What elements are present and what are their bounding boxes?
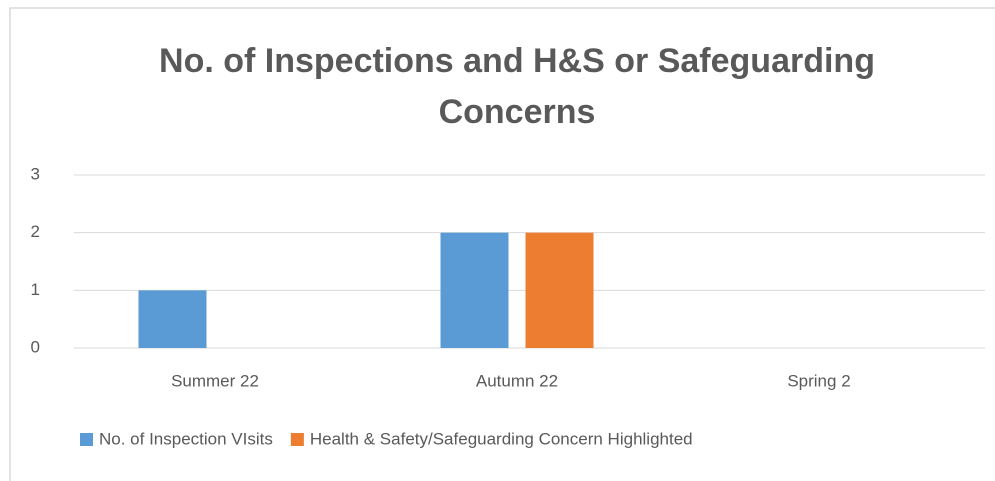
x-tick-label: Spring 2 <box>787 371 850 390</box>
chart-border <box>9 7 995 481</box>
x-tick-label: Summer 22 <box>171 371 259 390</box>
bar <box>525 232 594 348</box>
x-tick-label: Autumn 22 <box>476 371 558 390</box>
y-tick-label: 0 <box>31 337 40 356</box>
chart-title: No. of Inspections and H&S or Safeguardi… <box>159 42 875 131</box>
y-tick-label: 3 <box>31 164 40 183</box>
legend-swatch <box>80 433 93 446</box>
bar <box>138 290 207 348</box>
bar <box>440 232 509 348</box>
legend-label: Health & Safety/Safeguarding Concern Hig… <box>310 429 693 448</box>
y-tick-label: 1 <box>31 280 40 299</box>
legend-label: No. of Inspection VIsits <box>99 429 273 448</box>
legend-swatch <box>290 433 304 446</box>
y-tick-label: 2 <box>31 222 40 241</box>
